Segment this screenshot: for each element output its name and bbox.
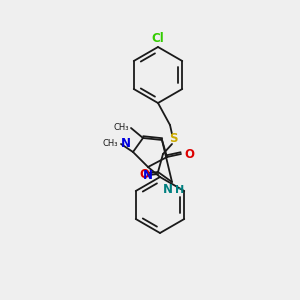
- Text: CH₃: CH₃: [113, 122, 129, 131]
- Text: O: O: [139, 167, 149, 181]
- Text: Cl: Cl: [152, 32, 164, 45]
- Text: O: O: [184, 148, 194, 160]
- Text: H: H: [176, 185, 184, 195]
- Text: CH₃: CH₃: [103, 139, 118, 148]
- Text: N: N: [121, 137, 131, 150]
- Text: N: N: [143, 169, 153, 182]
- Text: S: S: [169, 133, 177, 146]
- Text: N: N: [163, 183, 173, 196]
